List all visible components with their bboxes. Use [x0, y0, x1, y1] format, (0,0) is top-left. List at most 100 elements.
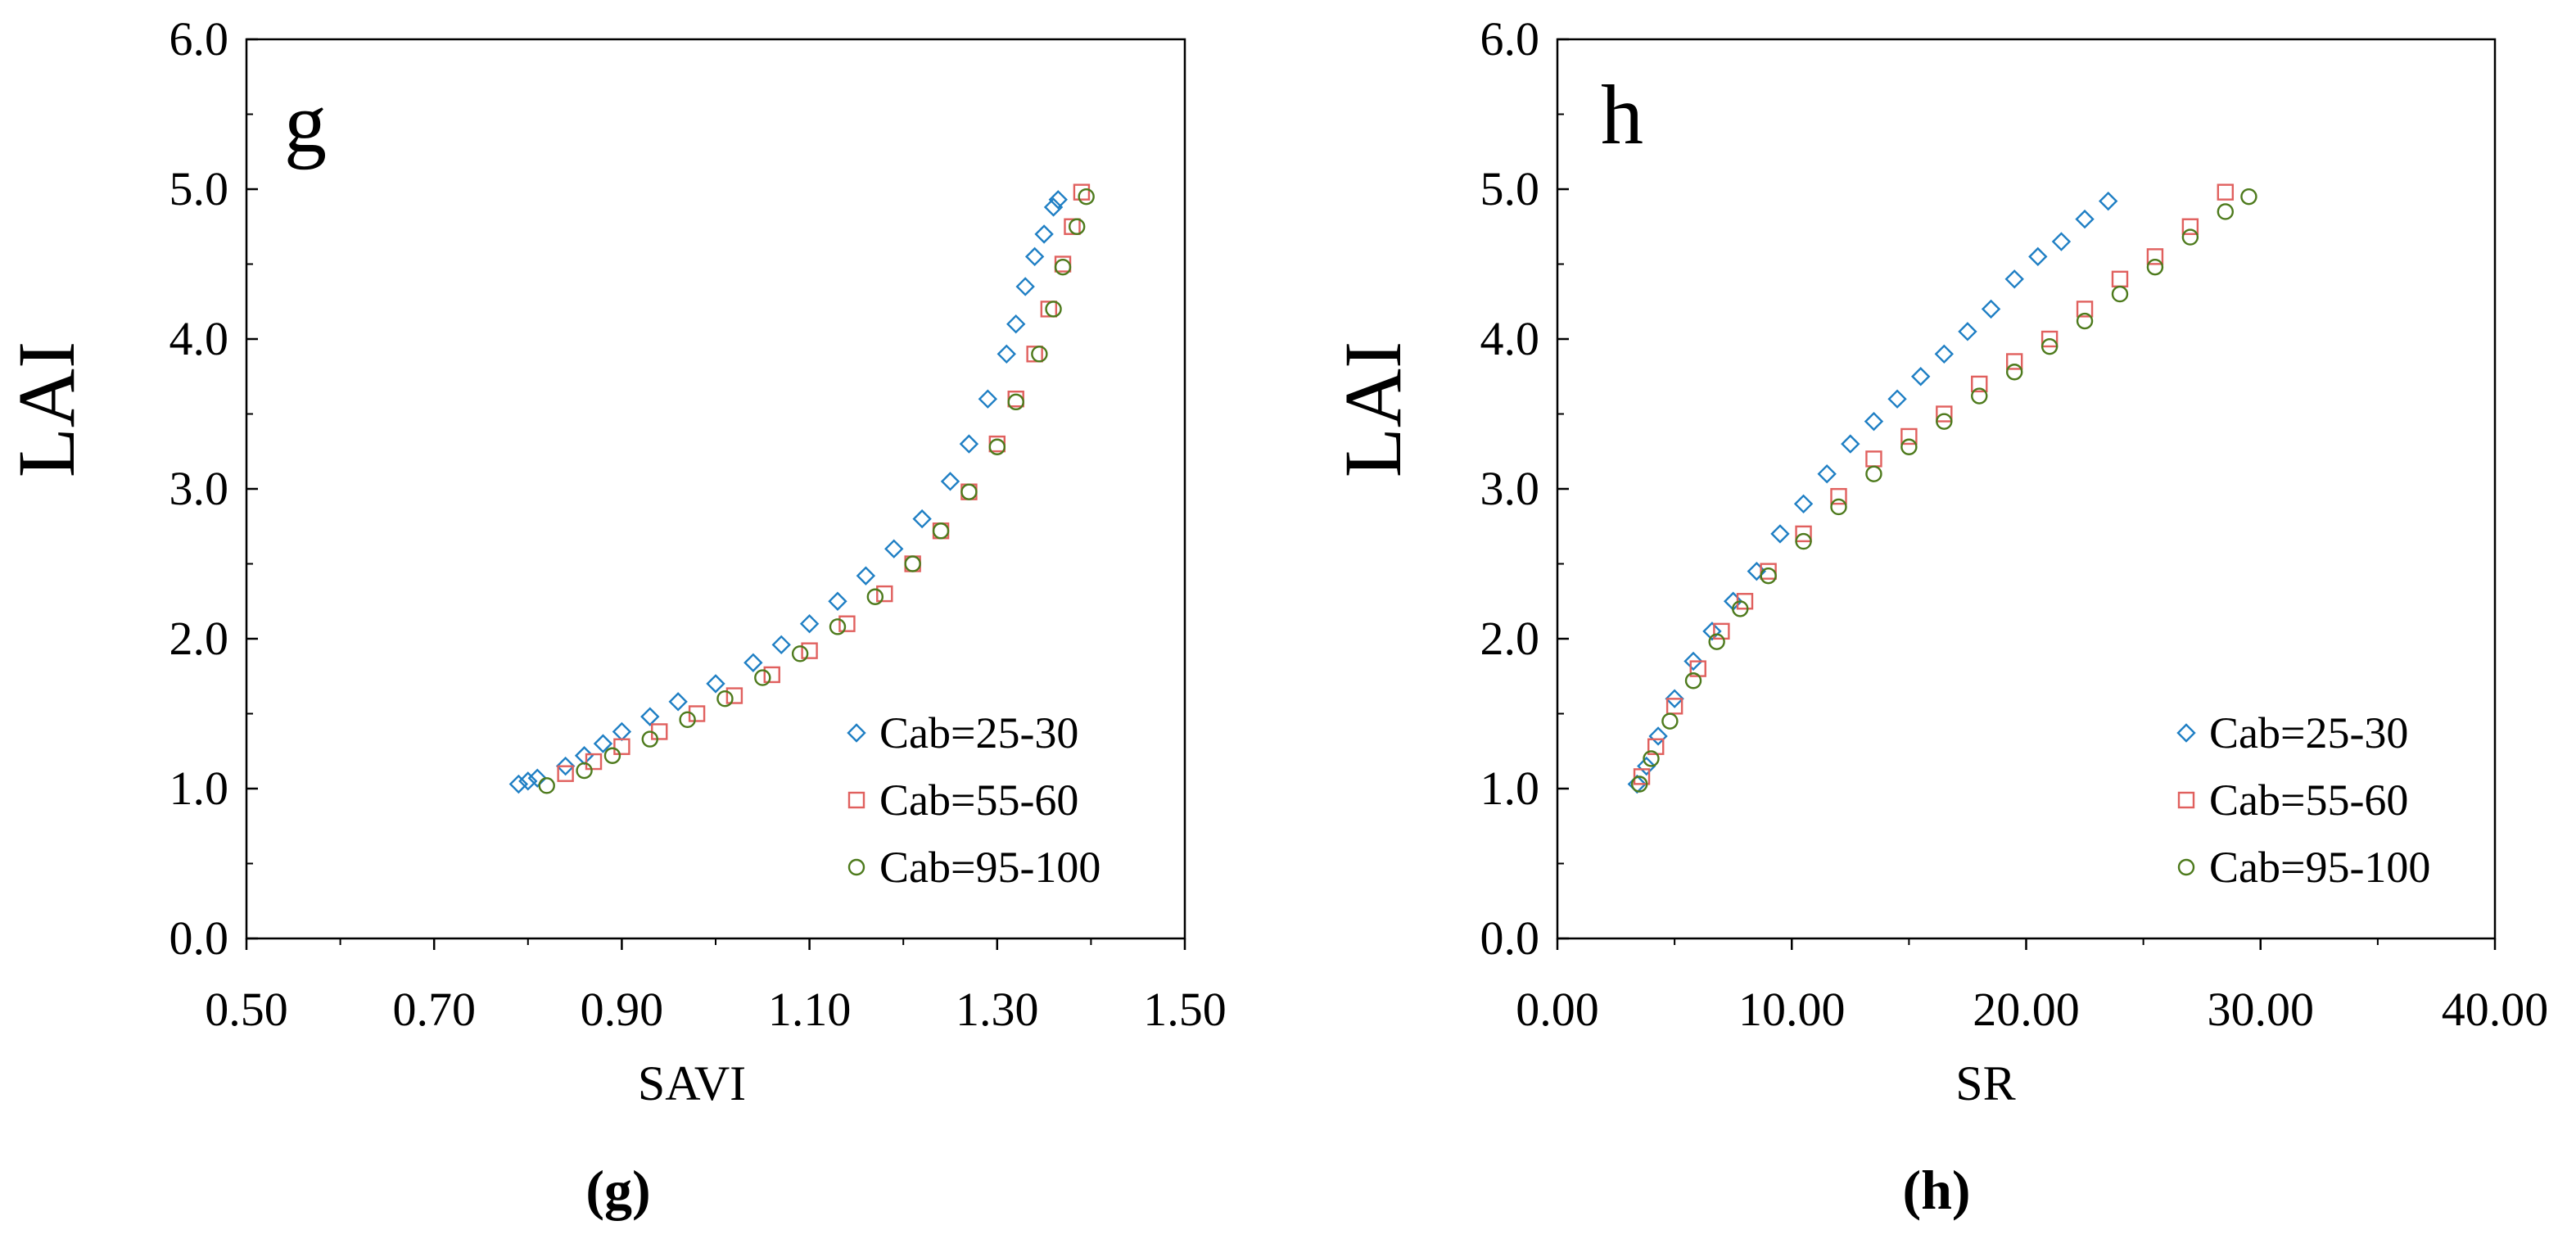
data-point — [557, 765, 574, 782]
data-point — [1864, 411, 1884, 432]
data-point — [1024, 246, 1045, 267]
data-point — [508, 774, 529, 794]
y-tick-label: 5.0 — [169, 162, 229, 215]
y-tick-label: 0.0 — [169, 911, 229, 965]
legend-label: Cab=25-30 — [2209, 708, 2408, 757]
data-point — [1006, 314, 1026, 334]
data-point — [884, 539, 904, 558]
data-point — [1900, 427, 1918, 445]
data-point — [856, 566, 876, 586]
data-point — [1045, 301, 1062, 318]
data-point — [2028, 246, 2048, 267]
data-point — [1934, 344, 1955, 364]
data-point — [2040, 337, 2059, 355]
x-tick-label: 0.50 — [205, 983, 288, 1036]
legend-marker — [847, 858, 865, 876]
data-point — [2240, 188, 2257, 206]
data-point — [799, 614, 820, 634]
x-tick-label: 0.90 — [581, 983, 664, 1036]
data-point — [2076, 312, 2094, 330]
x-tick-label: 30.00 — [2208, 983, 2315, 1036]
data-point — [1633, 768, 1651, 785]
legend-label: Cab=25-30 — [879, 708, 1078, 757]
data-point — [2217, 203, 2235, 220]
data-point — [988, 438, 1006, 455]
data-point — [1936, 405, 1953, 423]
data-point — [2004, 269, 2024, 289]
y-ticks: 0.0 1.0 2.0 3.0 4.0 5.0 6.0 — [169, 12, 258, 965]
data-point — [1936, 413, 1953, 430]
panel-caption: (h) — [1902, 1159, 1970, 1221]
y-tick-label: 4.0 — [169, 312, 229, 365]
data-point — [904, 555, 921, 572]
data-point — [1630, 776, 1648, 793]
y-axis-title: LAI — [1, 341, 92, 478]
y-tick-label: 5.0 — [1480, 162, 1540, 215]
data-point — [1713, 622, 1730, 640]
data-point — [838, 615, 856, 632]
y-axis-title: LAI — [1327, 341, 1418, 478]
legend-marker — [2177, 791, 2195, 809]
data-point — [2051, 232, 2072, 251]
y-tick-label: 0.0 — [1480, 911, 1540, 965]
data-point — [1064, 218, 1081, 235]
data-point — [1958, 322, 1977, 341]
data-point — [791, 645, 809, 662]
panel-letter: g — [284, 76, 327, 170]
y-tick-label: 3.0 — [169, 462, 229, 515]
data-point — [754, 669, 771, 686]
data-point — [1760, 563, 1777, 580]
data-point — [1007, 393, 1024, 411]
legend-label: Cab=55-60 — [2209, 776, 2408, 825]
x-tick-label: 40.00 — [2442, 983, 2549, 1036]
x-axis-title: SR — [1955, 1056, 2015, 1110]
x-tick-label: 1.50 — [1143, 983, 1227, 1036]
data-point — [2075, 209, 2095, 229]
legend-marker — [2176, 723, 2196, 743]
y-tick-label: 3.0 — [1480, 462, 1540, 515]
data-point — [2181, 228, 2199, 246]
data-point — [771, 635, 791, 655]
data-point — [668, 692, 688, 712]
panel-caption: (g) — [585, 1159, 650, 1221]
data-point — [743, 653, 763, 672]
x-tick-label: 0.00 — [1516, 983, 1599, 1036]
data-point — [1732, 600, 1749, 617]
y-tick-label: 2.0 — [1480, 612, 1540, 665]
legend-label: Cab=55-60 — [879, 776, 1078, 825]
data-point — [912, 509, 932, 529]
data-point — [1043, 197, 1064, 217]
data-point — [1795, 525, 1812, 543]
y-tick-label: 2.0 — [169, 612, 229, 665]
data-point — [706, 674, 725, 694]
panel-g: 0.0 1.0 2.0 3.0 4.0 5.0 6.0 0.50 0.70 0.90 1.10 1.… — [1, 12, 1227, 1221]
data-point — [641, 730, 658, 748]
y-tick-label: 6.0 — [169, 12, 229, 66]
data-point — [1708, 633, 1725, 650]
data-point — [1026, 346, 1043, 363]
data-point — [1643, 750, 1660, 767]
data-point — [1015, 277, 1035, 296]
data-point — [1760, 567, 1777, 585]
data-point — [1900, 438, 1918, 455]
data-point — [2217, 183, 2235, 201]
legend-marker — [2177, 858, 2195, 876]
data-point — [1830, 487, 1847, 505]
data-point — [679, 711, 696, 729]
y-ticks: 0.0 1.0 2.0 3.0 4.0 5.0 6.0 — [1480, 12, 1569, 965]
data-point — [1069, 218, 1086, 235]
data-point — [1665, 698, 1683, 715]
data-point — [960, 483, 978, 500]
data-point — [1684, 672, 1702, 690]
data-point — [576, 762, 593, 780]
data-point — [1073, 183, 1091, 201]
data-point — [613, 738, 630, 755]
data-point — [725, 687, 743, 704]
data-point — [1048, 190, 1068, 210]
data-point — [959, 434, 979, 454]
data-point — [1971, 375, 1988, 393]
data-point — [1040, 301, 1058, 318]
data-point — [1034, 224, 1054, 244]
x-ticks: 0.00 10.00 20.00 30.00 40.00 — [1516, 938, 2548, 1036]
